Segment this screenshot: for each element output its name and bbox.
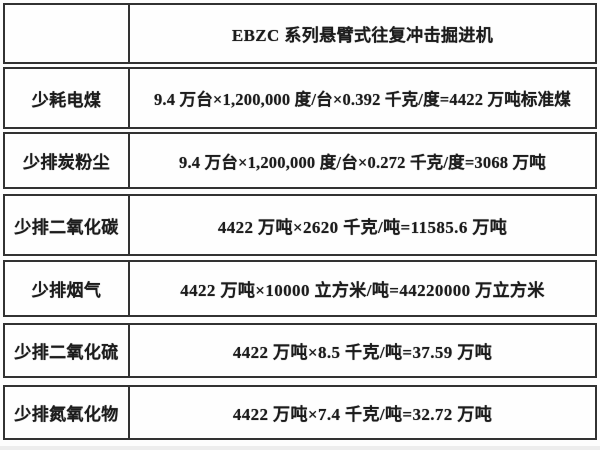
table-row: 少排二氧化硫 4422 万吨×8.5 千克/吨=37.59 万吨 [3,323,597,378]
row-value-cell: 9.4 万台×1,200,000 度/台×0.392 千克/度=4422 万吨标… [130,69,595,127]
row-label: 少排炭粉尘 [23,153,110,172]
row-label-cell: 少排氮氧化物 [5,387,130,438]
table-title: EBZC 系列悬臂式往复冲击掘进机 [231,26,494,45]
table-row: 少排炭粉尘 9.4 万台×1,200,000 度/台×0.272 千克/度=30… [3,132,597,189]
header-title-cell: EBZC 系列悬臂式往复冲击掘进机 [130,5,595,62]
row-value-cell: 4422 万吨×7.4 千克/吨=32.72 万吨 [130,387,595,438]
row-value: 9.4 万台×1,200,000 度/台×0.272 千克/度=3068 万吨 [179,152,546,172]
emissions-table: EBZC 系列悬臂式往复冲击掘进机 少耗电煤 9.4 万台×1,200,000 … [3,3,597,440]
row-label: 少耗电煤 [31,90,102,110]
row-value: 4422 万吨×8.5 千克/吨=37.59 万吨 [232,343,493,362]
table-row: 少耗电煤 9.4 万台×1,200,000 度/台×0.392 千克/度=442… [3,67,597,129]
row-label-cell: 少排炭粉尘 [5,134,130,187]
row-value: 4422 万吨×2620 千克/吨=11585.6 万吨 [217,217,508,237]
row-value-cell: 9.4 万台×1,200,000 度/台×0.272 千克/度=3068 万吨 [130,134,595,187]
row-label-cell: 少排二氧化硫 [5,325,130,376]
row-value-cell: 4422 万吨×8.5 千克/吨=37.59 万吨 [130,325,595,376]
row-label-cell: 少耗电煤 [5,69,130,127]
row-label: 少排二氧化硫 [14,343,119,362]
table-header-row: EBZC 系列悬臂式往复冲击掘进机 [3,3,597,64]
row-label: 少排烟气 [31,281,102,300]
table-row: 少排二氧化碳 4422 万吨×2620 千克/吨=11585.6 万吨 [3,194,597,256]
row-value: 4422 万吨×10000 立方米/吨=44220000 万立方米 [180,281,545,300]
table-row: 少排烟气 4422 万吨×10000 立方米/吨=44220000 万立方米 [3,260,597,317]
table-row: 少排氮氧化物 4422 万吨×7.4 千克/吨=32.72 万吨 [3,385,597,440]
header-empty-cell [5,5,130,62]
row-label-cell: 少排烟气 [5,262,130,315]
row-value-cell: 4422 万吨×2620 千克/吨=11585.6 万吨 [130,196,595,254]
row-label: 少排二氧化碳 [14,217,119,237]
row-value: 4422 万吨×7.4 千克/吨=32.72 万吨 [232,405,493,424]
row-value-cell: 4422 万吨×10000 立方米/吨=44220000 万立方米 [130,262,595,315]
row-label: 少排氮氧化物 [14,405,119,424]
row-value: 9.4 万台×1,200,000 度/台×0.392 千克/度=4422 万吨标… [153,90,572,109]
scan-bottom-edge-artifact [0,446,600,450]
row-label-cell: 少排二氧化碳 [5,196,130,254]
